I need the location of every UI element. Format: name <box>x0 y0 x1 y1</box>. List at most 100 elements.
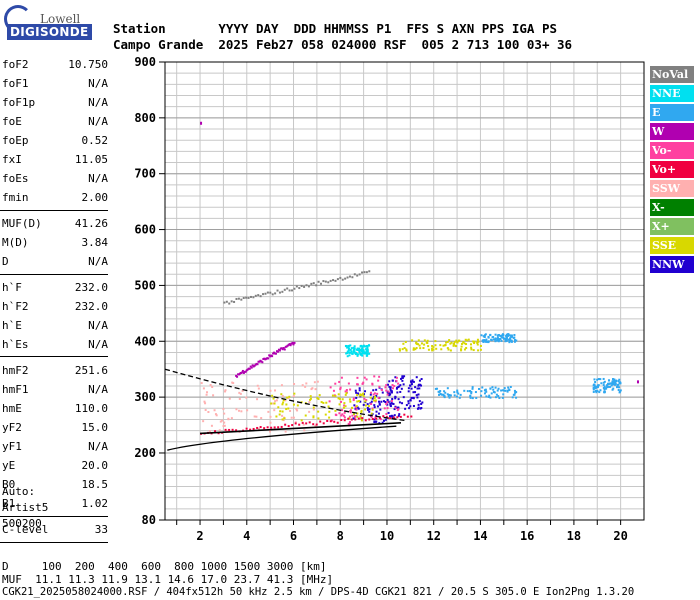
trace-point <box>268 354 271 357</box>
echo-point <box>616 384 619 387</box>
echo-point <box>391 415 394 418</box>
echo-point <box>281 410 284 413</box>
echo-point <box>378 402 381 405</box>
echo-point <box>594 385 597 388</box>
echo-point <box>207 411 210 414</box>
param-value: 2.00 <box>81 191 109 204</box>
echo-point <box>373 397 376 400</box>
echo-point <box>504 389 507 392</box>
echo-point <box>434 344 437 347</box>
plot-frame <box>164 61 645 521</box>
echo-point <box>382 419 385 422</box>
echo-point <box>469 396 472 399</box>
profile-curve-solid <box>167 425 397 451</box>
trace-point <box>281 348 284 351</box>
echo-point <box>466 390 469 393</box>
echo-point <box>341 409 344 412</box>
echo-point <box>407 402 410 405</box>
trace-point <box>254 294 257 297</box>
trace-point <box>348 275 351 278</box>
trace-point <box>346 276 349 279</box>
echo-point <box>412 380 415 383</box>
echo-point <box>345 352 348 355</box>
echo-point <box>603 380 606 383</box>
echo-point <box>415 342 418 345</box>
echo-point <box>482 340 485 343</box>
echo-point <box>438 391 441 394</box>
echo-point <box>614 381 617 384</box>
echo-point <box>223 412 226 415</box>
echo-point <box>446 347 449 350</box>
trace-point <box>252 427 255 430</box>
echo-point <box>479 344 482 347</box>
echo-point <box>607 385 610 388</box>
trace-point <box>249 295 252 298</box>
echo-point <box>312 406 315 409</box>
echo-point <box>439 392 442 395</box>
echo-point <box>401 402 404 405</box>
param-row: fmin 2.00 <box>2 191 108 210</box>
echo-point <box>508 389 511 392</box>
trace-point <box>224 428 227 431</box>
echo-point <box>603 388 606 391</box>
echo-point <box>485 395 488 398</box>
echo-point <box>313 381 316 384</box>
echo-point <box>374 400 377 403</box>
echo-point <box>471 386 474 389</box>
param-name: B1 <box>2 497 16 510</box>
param-name: hmE <box>2 402 22 415</box>
echo-point <box>360 393 363 396</box>
echo-point <box>412 397 415 400</box>
echo-point <box>238 409 241 412</box>
echo-point <box>347 347 350 350</box>
legend-item-nnw: NNW <box>650 256 694 273</box>
echo-point <box>494 386 497 389</box>
echo-point <box>218 429 221 432</box>
echo-point <box>253 415 256 418</box>
param-value: 232.0 <box>74 300 108 313</box>
trace-point <box>356 274 359 277</box>
param-name: yE <box>2 459 16 472</box>
echo-point <box>390 391 393 394</box>
legend-item-sse: SSE <box>650 237 694 254</box>
echo-point <box>282 399 285 402</box>
trace-point <box>230 300 233 303</box>
echo-point <box>386 383 389 386</box>
echo-point <box>359 394 362 397</box>
echo-point <box>511 396 514 399</box>
echo-point <box>302 423 305 426</box>
trace-point <box>253 364 256 367</box>
echo-point <box>282 401 285 404</box>
echo-point <box>246 409 249 412</box>
echo-point <box>473 340 476 343</box>
echo-point <box>373 418 376 421</box>
echo-point <box>239 392 242 395</box>
trace-point <box>305 422 308 425</box>
echo-point <box>594 381 597 384</box>
echo-point <box>448 396 451 399</box>
param-row: yF2 15.0 <box>2 421 108 440</box>
echo-point <box>446 340 449 343</box>
echo-point <box>489 333 492 336</box>
echo-point <box>483 334 486 337</box>
trace-point <box>228 428 231 431</box>
echo-point <box>596 378 599 381</box>
trace-point <box>371 418 374 421</box>
echo-point <box>367 408 370 411</box>
echo-point <box>393 408 396 411</box>
echo-point <box>419 347 422 350</box>
trace-point <box>351 276 354 279</box>
echo-point <box>617 388 620 391</box>
echo-point <box>595 391 598 394</box>
echo-point <box>353 345 356 348</box>
trace-point <box>357 417 360 420</box>
x-tick-label: 10 <box>380 529 394 543</box>
echo-point <box>365 350 368 353</box>
echo-point <box>359 353 362 356</box>
echo-point <box>393 414 396 417</box>
echo-point <box>391 384 394 387</box>
echo-point <box>400 387 403 390</box>
echo-point <box>355 408 358 411</box>
echo-point <box>366 350 369 353</box>
echo-point <box>420 384 423 387</box>
